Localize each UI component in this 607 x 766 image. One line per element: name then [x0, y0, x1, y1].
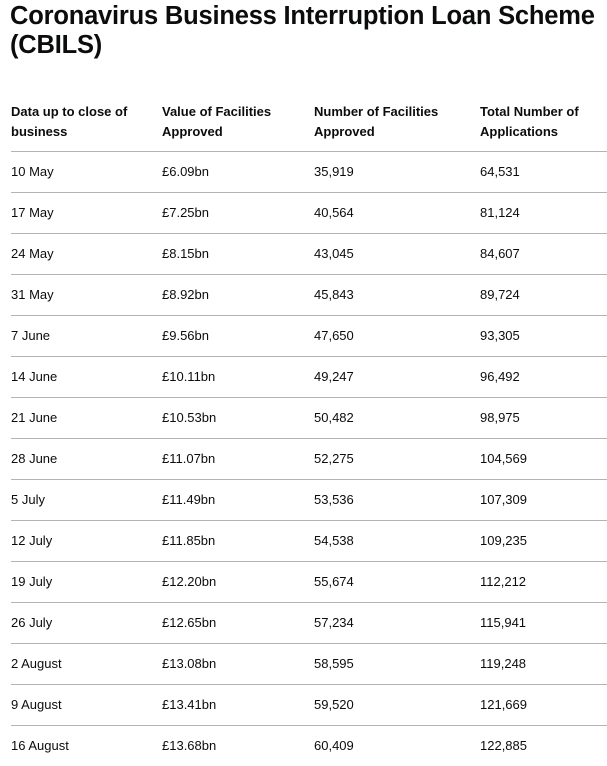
cell-value-approved: £8.15bn — [162, 234, 314, 275]
cell-date: 9 August — [11, 685, 162, 726]
cell-number-approved: 57,234 — [314, 603, 480, 644]
cell-value-approved: £11.85bn — [162, 521, 314, 562]
cell-date: 2 August — [11, 644, 162, 685]
cell-date: 5 July — [11, 480, 162, 521]
cell-value-approved: £13.08bn — [162, 644, 314, 685]
table-head: Data up to close of business Value of Fa… — [11, 92, 607, 152]
header-number-approved: Number of Facilities Approved — [314, 92, 480, 152]
cell-number-approved: 49,247 — [314, 357, 480, 398]
cell-value-approved: £13.41bn — [162, 685, 314, 726]
cell-total-applications: 119,248 — [480, 644, 607, 685]
cell-number-approved: 60,409 — [314, 726, 480, 766]
cell-total-applications: 96,492 — [480, 357, 607, 398]
cell-total-applications: 122,885 — [480, 726, 607, 766]
cell-date: 26 July — [11, 603, 162, 644]
cell-number-approved: 59,520 — [314, 685, 480, 726]
header-row: Data up to close of business Value of Fa… — [11, 92, 607, 152]
cell-total-applications: 64,531 — [480, 152, 607, 193]
header-total-applications: Total Number of Applications — [480, 92, 607, 152]
cell-number-approved: 54,538 — [314, 521, 480, 562]
cell-number-approved: 43,045 — [314, 234, 480, 275]
cell-value-approved: £9.56bn — [162, 316, 314, 357]
cell-total-applications: 121,669 — [480, 685, 607, 726]
cell-number-approved: 50,482 — [314, 398, 480, 439]
cell-number-approved: 45,843 — [314, 275, 480, 316]
cell-value-approved: £12.65bn — [162, 603, 314, 644]
cell-total-applications: 84,607 — [480, 234, 607, 275]
cell-date: 31 May — [11, 275, 162, 316]
cell-date: 16 August — [11, 726, 162, 766]
cell-total-applications: 115,941 — [480, 603, 607, 644]
cell-value-approved: £8.92bn — [162, 275, 314, 316]
cell-date: 10 May — [11, 152, 162, 193]
cell-value-approved: £12.20bn — [162, 562, 314, 603]
cell-total-applications: 98,975 — [480, 398, 607, 439]
cell-total-applications: 81,124 — [480, 193, 607, 234]
cbils-table: Data up to close of business Value of Fa… — [11, 92, 607, 766]
cell-value-approved: £6.09bn — [162, 152, 314, 193]
cell-date: 21 June — [11, 398, 162, 439]
cell-value-approved: £7.25bn — [162, 193, 314, 234]
cell-total-applications: 109,235 — [480, 521, 607, 562]
page-title: Coronavirus Business Interruption Loan S… — [0, 0, 597, 60]
cell-number-approved: 35,919 — [314, 152, 480, 193]
cell-total-applications: 104,569 — [480, 439, 607, 480]
cell-value-approved: £11.49bn — [162, 480, 314, 521]
cell-total-applications: 93,305 — [480, 316, 607, 357]
cell-date: 19 July — [11, 562, 162, 603]
cell-number-approved: 58,595 — [314, 644, 480, 685]
cell-number-approved: 47,650 — [314, 316, 480, 357]
header-value-approved: Value of Facilities Approved — [162, 92, 314, 152]
cell-date: 14 June — [11, 357, 162, 398]
header-date: Data up to close of business — [11, 92, 162, 152]
cell-value-approved: £11.07bn — [162, 439, 314, 480]
cell-number-approved: 55,674 — [314, 562, 480, 603]
cell-date: 24 May — [11, 234, 162, 275]
cell-date: 17 May — [11, 193, 162, 234]
cell-number-approved: 53,536 — [314, 480, 480, 521]
cell-total-applications: 107,309 — [480, 480, 607, 521]
cell-date: 12 July — [11, 521, 162, 562]
cell-date: 28 June — [11, 439, 162, 480]
cell-value-approved: £13.68bn — [162, 726, 314, 766]
cell-total-applications: 89,724 — [480, 275, 607, 316]
cell-number-approved: 40,564 — [314, 193, 480, 234]
cell-total-applications: 112,212 — [480, 562, 607, 603]
cell-number-approved: 52,275 — [314, 439, 480, 480]
cell-date: 7 June — [11, 316, 162, 357]
cell-value-approved: £10.53bn — [162, 398, 314, 439]
cell-value-approved: £10.11bn — [162, 357, 314, 398]
